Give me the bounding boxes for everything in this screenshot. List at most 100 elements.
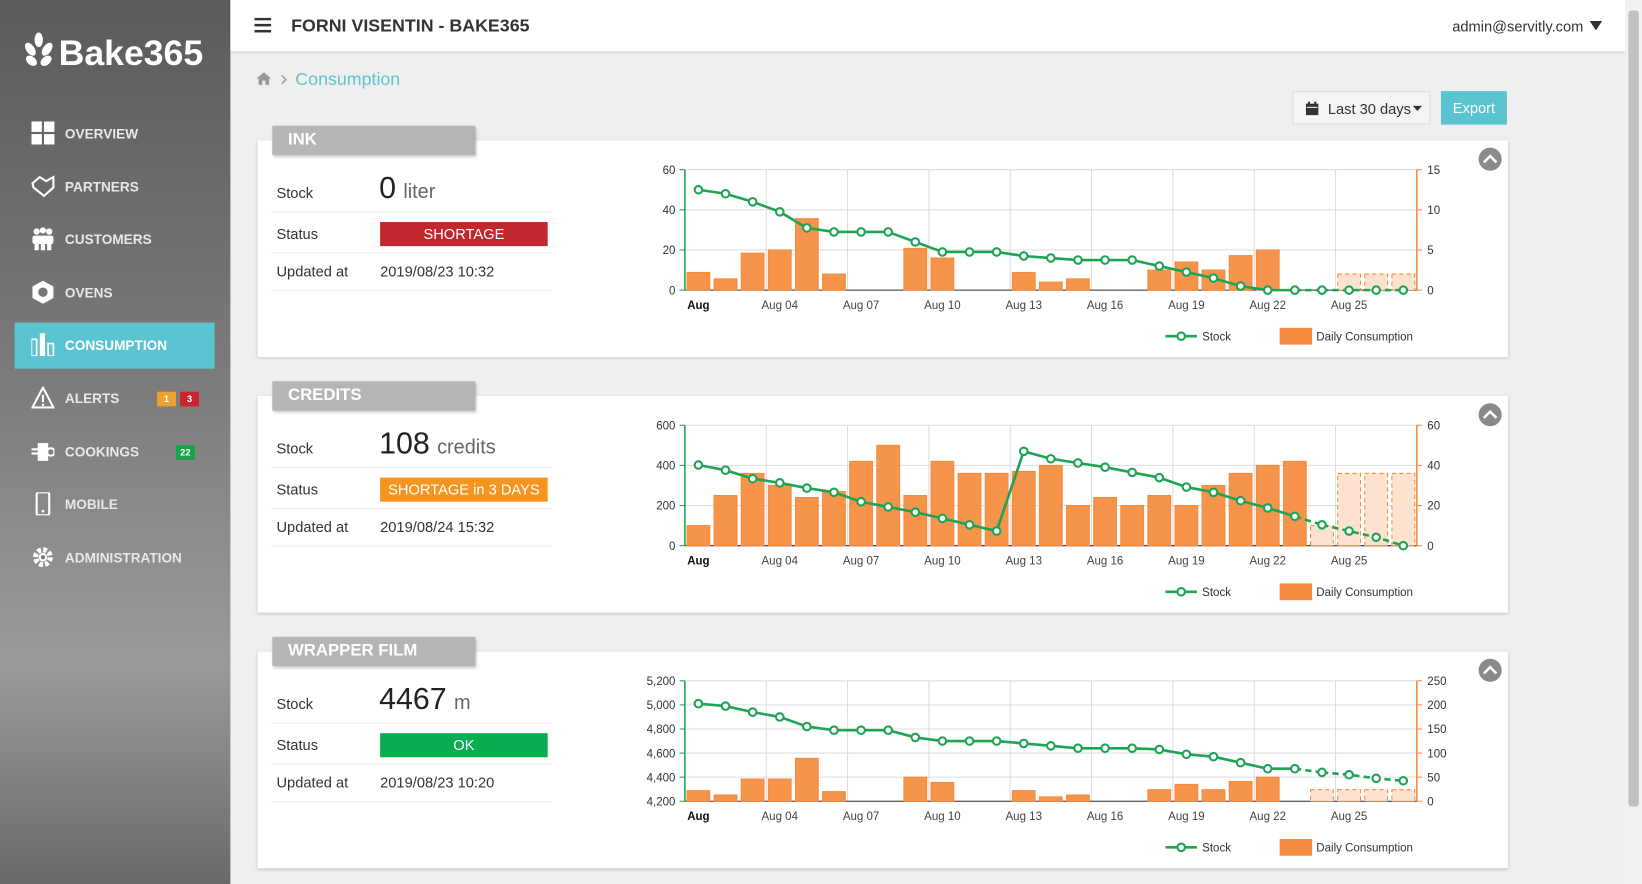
date-range-button[interactable]: Last 30 days — [1292, 91, 1431, 125]
status-badge: SHORTAGE in 3 DAYS — [380, 477, 548, 502]
panel-card: Stock 108 credits Status SHORTAGE in 3 DAYS U… — [257, 395, 1508, 613]
breadcrumb[interactable]: Consumption — [295, 69, 401, 90]
row-divider — [270, 467, 553, 469]
menu-item[interactable]: COOKINGS 22 — [15, 429, 215, 475]
menu-label: PARTNERS — [64, 178, 139, 195]
bar — [767, 249, 792, 291]
stock-number: 0 — [379, 171, 396, 206]
menu-label: MOBILE — [64, 496, 118, 513]
line-point — [1181, 749, 1192, 760]
menu-item[interactable]: MOBILE — [15, 482, 215, 528]
collapse-circle — [1478, 403, 1502, 427]
y-tick-label: 600 — [656, 420, 675, 432]
status-badge: SHORTAGE — [380, 222, 548, 247]
legend-label: Daily Consumption — [1316, 587, 1413, 599]
y2-tick-label: 60 — [1427, 420, 1440, 432]
stock-value: 0 liter — [379, 172, 435, 207]
line-point — [910, 237, 921, 247]
x-tick-label: Aug 07 — [843, 556, 879, 568]
panel-title: INK — [272, 125, 476, 156]
line-point — [720, 701, 731, 711]
menu-item[interactable]: OVENS — [15, 270, 215, 316]
bar — [822, 490, 846, 547]
line-point — [774, 478, 785, 488]
updated-label: Updated at — [276, 518, 349, 536]
line-point — [991, 247, 1002, 257]
stock-label: Stock — [276, 439, 314, 457]
line-point — [1371, 285, 1381, 295]
menu-icon — [31, 333, 55, 357]
menu-label: COOKINGS — [64, 443, 140, 460]
status-label: Status — [276, 736, 319, 754]
status-badge: OK — [380, 733, 548, 758]
bar — [713, 494, 738, 547]
panel-card: Stock 4467 m Status OK Updated at 2019/08/23 1… — [257, 651, 1508, 869]
y2-tick-label: 15 — [1427, 165, 1440, 177]
menu-label: CUSTOMERS — [64, 231, 152, 248]
stock-label: Stock — [276, 695, 314, 713]
x-tick-label: Aug 07 — [843, 811, 879, 823]
y-tick-label: 20 — [663, 245, 676, 257]
x-tick-label: Aug 04 — [762, 300, 799, 312]
consumption-chart: 4,200 4,400 4,600 4,800 5,000 5,200 0 50 100 150 2… — [647, 658, 1502, 856]
x-tick-label: Aug 07 — [843, 300, 879, 312]
row-divider — [270, 763, 553, 765]
updated-value: 2019/08/23 10:32 — [380, 262, 495, 280]
line-point — [693, 184, 704, 195]
collapse-button[interactable] — [1478, 403, 1502, 427]
bar — [1255, 249, 1280, 291]
line-point — [829, 487, 839, 498]
bar — [686, 271, 711, 291]
line-point — [693, 460, 704, 470]
forecast-bar — [1391, 273, 1416, 291]
x-tick-label: Aug 19 — [1168, 811, 1204, 823]
bar — [1066, 278, 1090, 291]
menu-label: ADMINISTRATION — [64, 549, 182, 566]
collapse-button[interactable] — [1478, 658, 1502, 682]
scrollbar-thumb[interactable] — [1628, 10, 1639, 807]
x-tick-label: Aug 25 — [1331, 811, 1367, 823]
user-caret[interactable] — [1589, 20, 1603, 31]
bar — [903, 776, 928, 802]
x-tick-label: Aug 04 — [762, 556, 799, 568]
home-icon[interactable] — [256, 71, 273, 86]
line-point — [829, 725, 839, 736]
legend-point — [1176, 586, 1187, 597]
line-point — [1398, 285, 1409, 295]
menu-item[interactable]: OVERVIEW — [15, 111, 215, 157]
y-tick-label: 60 — [663, 165, 676, 177]
date-range-label: Last 30 days — [1327, 100, 1411, 118]
panel-title: CREDITS — [272, 381, 476, 411]
y2-tick-label: 200 — [1427, 700, 1446, 712]
legend-point — [1176, 331, 1187, 342]
menu-icon — [32, 227, 54, 251]
x-tick-label: Aug 22 — [1249, 556, 1285, 568]
collapse-button[interactable] — [1478, 147, 1502, 171]
legend-label: Daily Consumption — [1316, 843, 1413, 855]
legend-swatch — [1279, 583, 1313, 601]
line-point — [1371, 773, 1381, 784]
export-button[interactable]: Export — [1440, 91, 1507, 125]
menu-item[interactable]: ADMINISTRATION — [15, 535, 215, 581]
row-divider — [270, 545, 553, 547]
x-tick-label: Aug 19 — [1168, 556, 1204, 568]
menu-item[interactable]: ALERTS 1 3 — [15, 376, 215, 422]
legend-point — [1176, 842, 1187, 853]
bar — [1255, 776, 1280, 802]
x-tick-label: Aug 25 — [1331, 300, 1367, 312]
bar — [930, 460, 955, 547]
menu-item[interactable]: PARTNERS — [15, 164, 215, 210]
x-tick-label: Aug — [687, 556, 709, 568]
x-tick-label: Aug 13 — [1005, 300, 1041, 312]
line-point — [1046, 453, 1056, 464]
scrollbar[interactable] — [1625, 0, 1642, 884]
user-menu[interactable]: admin@servitly.com — [1452, 17, 1584, 35]
legend-label: Daily Consumption — [1316, 331, 1413, 343]
row-divider — [270, 801, 553, 803]
menu-item[interactable]: CUSTOMERS — [15, 217, 215, 263]
menu-item[interactable]: CONSUMPTION — [14, 323, 215, 370]
menu-toggle[interactable] — [254, 17, 272, 33]
line-point — [1018, 738, 1029, 749]
bar — [903, 494, 928, 547]
